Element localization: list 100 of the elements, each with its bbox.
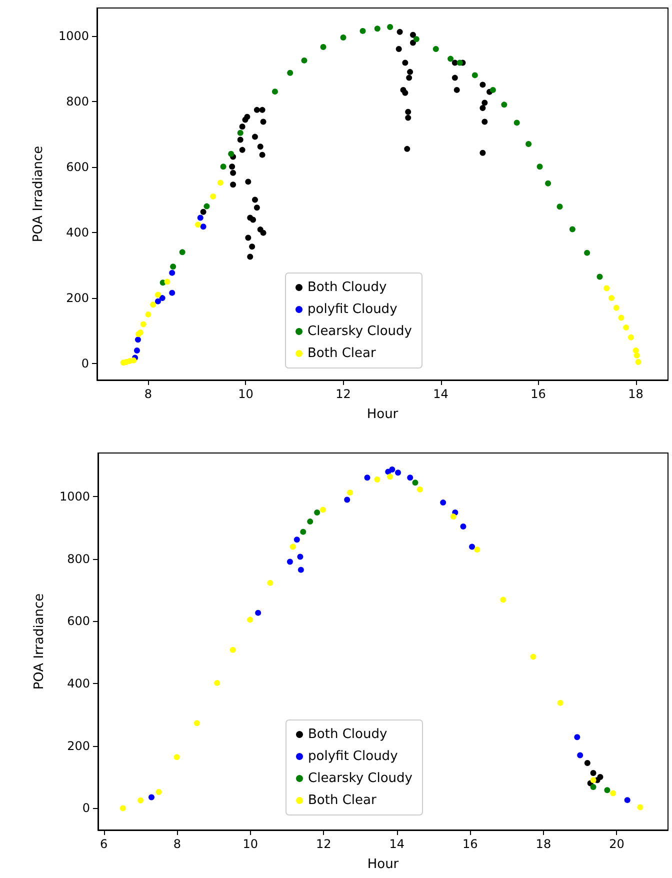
point xyxy=(272,88,278,95)
point xyxy=(140,321,146,328)
point xyxy=(150,302,156,308)
point xyxy=(320,44,326,50)
x-tick-label: 8 xyxy=(173,837,181,851)
y-tick-label: 800 xyxy=(66,94,89,108)
x-tick-label: 6 xyxy=(100,837,108,851)
point xyxy=(448,56,454,62)
point xyxy=(307,518,314,525)
point xyxy=(396,46,402,52)
point xyxy=(344,496,350,503)
point xyxy=(407,68,414,75)
y-axis-title: POA Irradiance xyxy=(31,146,46,242)
legend-label: Both Clear xyxy=(308,793,377,808)
point xyxy=(501,102,508,108)
point xyxy=(228,150,234,157)
point xyxy=(402,90,408,96)
point xyxy=(257,144,264,150)
x-tick-label: 14 xyxy=(389,837,405,851)
point xyxy=(259,106,266,113)
point xyxy=(194,222,201,228)
point xyxy=(287,70,294,76)
point xyxy=(237,136,244,143)
point xyxy=(412,480,418,486)
point xyxy=(410,32,416,38)
point xyxy=(340,34,346,40)
point xyxy=(389,466,396,473)
point xyxy=(320,506,326,513)
point xyxy=(300,528,306,535)
point xyxy=(590,770,596,776)
point xyxy=(239,146,246,153)
point xyxy=(159,295,166,302)
point xyxy=(301,57,308,64)
point xyxy=(197,214,204,221)
point xyxy=(610,790,616,796)
point xyxy=(254,106,260,113)
point xyxy=(632,348,639,354)
point xyxy=(148,794,154,800)
point xyxy=(169,290,176,296)
point xyxy=(244,114,250,120)
y-tick-label: 800 xyxy=(67,552,90,566)
point xyxy=(413,36,420,42)
point xyxy=(298,566,304,573)
point xyxy=(490,86,496,93)
point xyxy=(230,170,236,176)
point xyxy=(145,311,152,318)
point xyxy=(440,500,446,506)
x-tick-label: 10 xyxy=(238,387,254,401)
point xyxy=(406,74,412,81)
point xyxy=(604,787,610,794)
point xyxy=(613,304,620,311)
point xyxy=(347,490,354,496)
x-tick-label: 12 xyxy=(336,387,351,401)
y-tick-label: 400 xyxy=(66,226,89,240)
point xyxy=(245,234,252,241)
point xyxy=(482,118,488,125)
legend-label: polyfit Cloudy xyxy=(308,302,398,317)
point xyxy=(597,774,604,780)
point xyxy=(210,193,216,200)
point xyxy=(170,264,176,270)
point xyxy=(252,196,258,203)
legend-label: Clearsky Cloudy xyxy=(308,324,412,339)
point xyxy=(452,74,458,81)
point xyxy=(204,203,210,210)
point xyxy=(230,182,236,188)
point xyxy=(214,680,220,686)
x-tick-label: 14 xyxy=(433,387,448,401)
point xyxy=(634,352,640,358)
point xyxy=(169,270,176,276)
y-tick-label: 400 xyxy=(67,676,90,691)
x-tick-label: 8 xyxy=(144,387,152,401)
point xyxy=(637,804,644,810)
point xyxy=(608,295,614,302)
point xyxy=(402,60,408,66)
point xyxy=(294,536,300,543)
point xyxy=(574,734,580,740)
point xyxy=(569,226,576,232)
point xyxy=(623,324,630,331)
y-tick-label: 600 xyxy=(67,614,90,628)
point xyxy=(405,114,412,121)
point xyxy=(556,204,563,210)
point xyxy=(138,797,144,804)
point xyxy=(220,164,226,170)
y-tick-label: 200 xyxy=(67,738,90,753)
point xyxy=(374,476,380,482)
point xyxy=(194,720,200,726)
point xyxy=(174,754,180,760)
point xyxy=(480,104,486,111)
point xyxy=(577,752,584,758)
y-tick-label: 1000 xyxy=(58,28,89,43)
point xyxy=(395,470,402,476)
legend-label: Both Clear xyxy=(308,346,376,361)
x-tick-label: 18 xyxy=(536,837,552,851)
point xyxy=(374,26,380,32)
point xyxy=(624,797,630,804)
point xyxy=(200,224,206,230)
point xyxy=(460,524,466,530)
point xyxy=(584,760,590,766)
point xyxy=(260,230,266,236)
x-tick-label: 16 xyxy=(462,837,478,851)
